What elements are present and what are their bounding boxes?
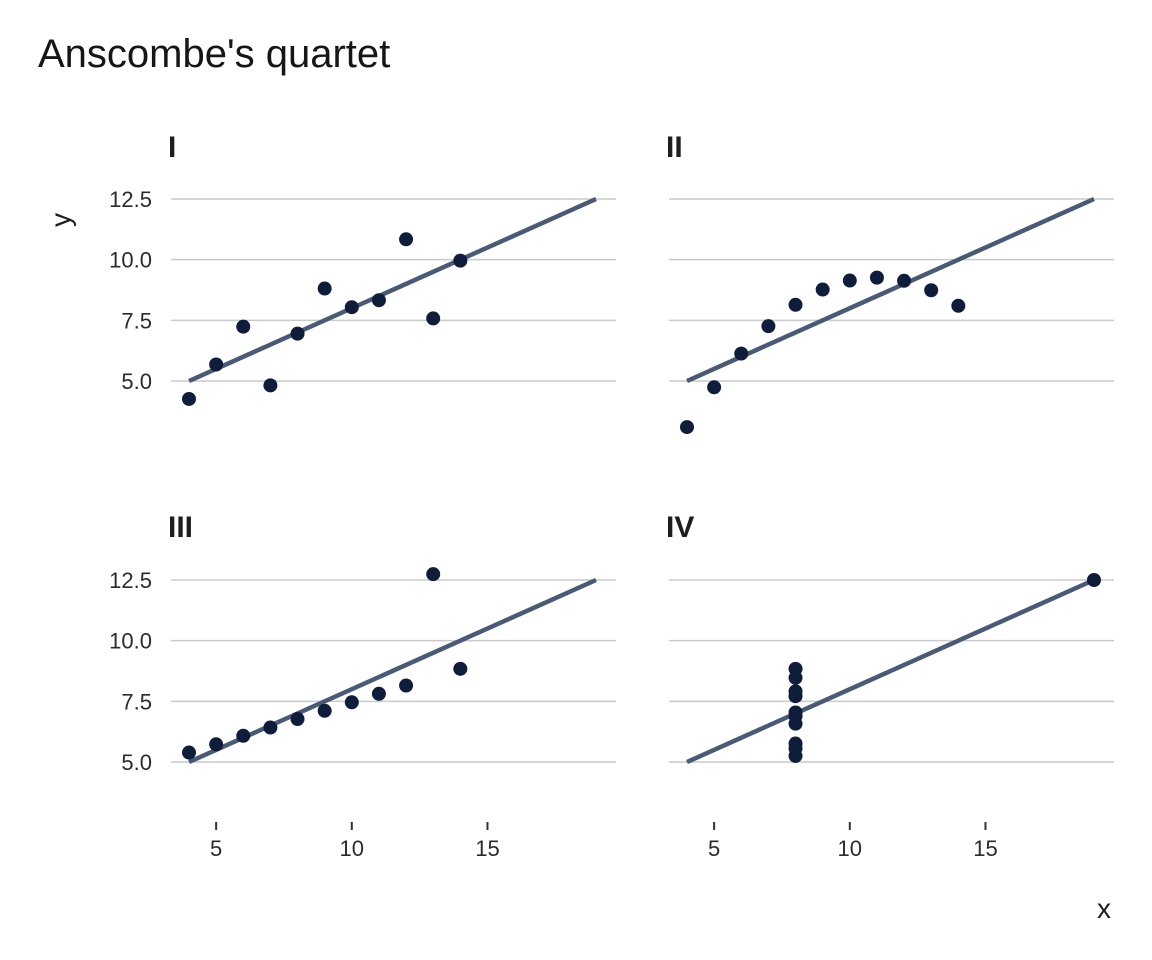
data-point <box>842 273 857 288</box>
panel-label: I <box>168 131 176 164</box>
data-point <box>344 300 359 315</box>
fit-line <box>188 196 597 384</box>
data-point <box>263 378 278 393</box>
panel-label: III <box>168 511 193 544</box>
fit-line <box>686 577 1095 765</box>
chart-title: Anscombe's quartet <box>38 32 391 76</box>
data-point <box>426 567 441 582</box>
data-point <box>453 661 468 676</box>
fit-line <box>686 196 1095 384</box>
data-point <box>182 745 196 760</box>
x-axis-label: x <box>1097 893 1111 924</box>
y-tick-label: 12.5 <box>109 187 152 212</box>
y-tick-label: 5.0 <box>121 750 152 775</box>
x-tick-label: 15 <box>475 836 499 861</box>
data-point <box>707 380 722 395</box>
data-point <box>290 712 305 727</box>
data-point <box>236 728 251 743</box>
y-tick-label: 7.5 <box>121 308 152 333</box>
data-point <box>290 326 305 341</box>
x-tick-label: 5 <box>210 836 222 861</box>
data-point <box>399 678 414 693</box>
y-axis-label: y <box>45 213 76 227</box>
data-point <box>788 670 803 685</box>
data-point <box>371 293 386 308</box>
data-point <box>788 709 803 724</box>
data-point <box>317 703 332 718</box>
data-point <box>182 391 196 406</box>
data-point <box>263 720 278 735</box>
data-point <box>371 686 386 701</box>
data-point <box>788 741 803 756</box>
data-point <box>209 737 224 752</box>
fit-line <box>188 577 597 765</box>
data-point <box>209 357 224 372</box>
data-point <box>399 232 414 247</box>
data-point <box>236 319 251 334</box>
data-point <box>1087 573 1101 587</box>
data-point <box>426 311 441 326</box>
data-point <box>951 298 966 313</box>
data-point <box>815 282 830 297</box>
x-tick-label: 15 <box>973 836 997 861</box>
data-point <box>924 283 939 298</box>
data-point <box>788 297 803 312</box>
data-point <box>869 270 884 285</box>
y-tick-label: 10.0 <box>109 629 152 654</box>
y-tick-label: 10.0 <box>109 248 152 273</box>
data-point <box>897 273 912 288</box>
x-tick-label: 10 <box>838 836 862 861</box>
data-point <box>453 253 468 268</box>
y-tick-label: 7.5 <box>121 689 152 714</box>
panel-label: IV <box>666 511 694 544</box>
panel-label: II <box>666 131 683 164</box>
data-point <box>761 319 776 334</box>
x-tick-label: 5 <box>708 836 720 861</box>
data-point <box>344 695 359 710</box>
data-point <box>734 346 749 361</box>
data-point <box>317 281 332 296</box>
data-point <box>788 684 803 699</box>
y-tick-label: 12.5 <box>109 568 152 593</box>
y-tick-label: 5.0 <box>121 369 152 394</box>
x-tick-label: 10 <box>340 836 364 861</box>
data-point <box>680 420 694 435</box>
